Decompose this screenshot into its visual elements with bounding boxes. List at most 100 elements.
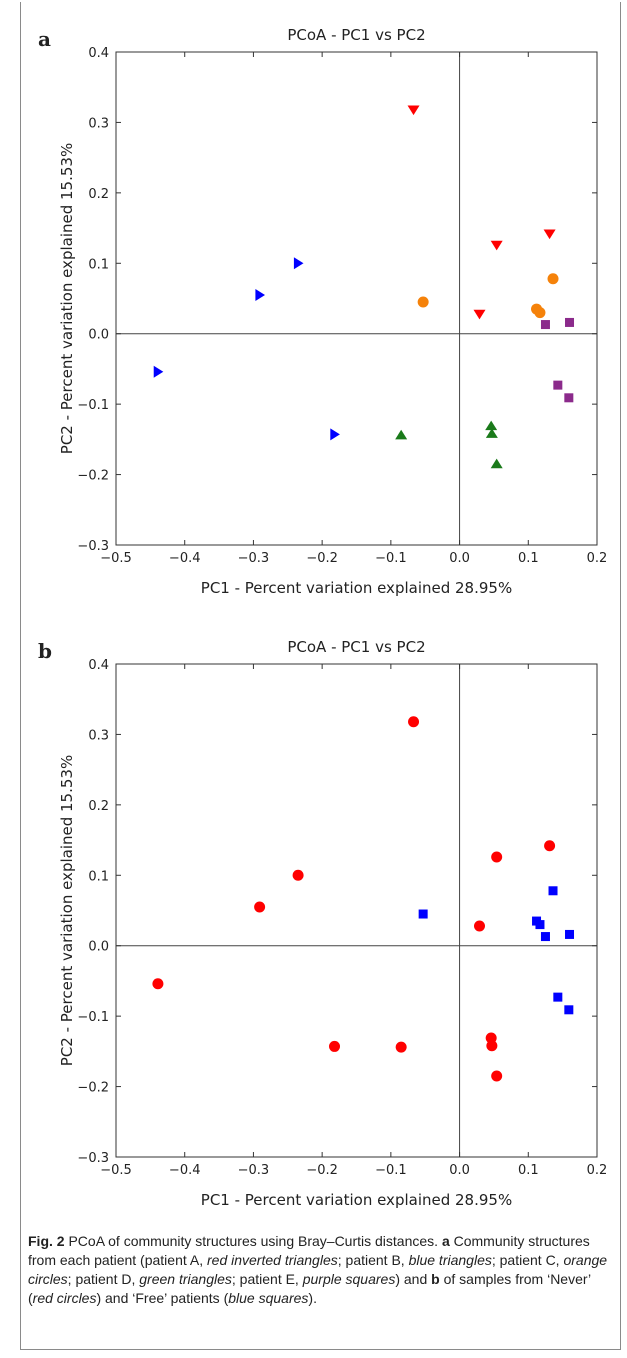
- x-tick-label: −0.2: [306, 551, 338, 566]
- panel-a-letter: a: [38, 27, 51, 51]
- data-point-triangle-up: [485, 420, 498, 431]
- data-point-triangle-down: [473, 309, 486, 320]
- data-point-circle: [473, 920, 485, 932]
- x-tick-label: −0.3: [238, 551, 270, 566]
- panel-a-marks: [153, 105, 575, 469]
- y-tick-label: −0.1: [77, 398, 109, 413]
- caption-a-orange: orange circles: [28, 1252, 608, 1287]
- caption-b-red: red circles: [32, 1290, 97, 1306]
- y-tick-label: 0.3: [88, 728, 109, 743]
- caption-b-label: b: [431, 1271, 440, 1287]
- y-tick-label: 0.0: [88, 328, 109, 343]
- y-tick-label: 0.4: [88, 658, 109, 673]
- y-tick-label: 0.2: [88, 187, 109, 202]
- data-point-circle: [152, 978, 164, 990]
- data-point-circle: [329, 1040, 341, 1052]
- caption-a-text-4: ; patient D,: [67, 1271, 136, 1287]
- y-tick-label: −0.3: [77, 539, 109, 554]
- figure-caption: Fig. 2 PCoA of community structures usin…: [28, 1232, 616, 1308]
- x-tick-label: 0.1: [518, 1163, 539, 1178]
- data-point-circle: [486, 1040, 498, 1052]
- data-point-circle: [544, 840, 556, 852]
- data-point-square: [418, 909, 428, 919]
- y-tick-label: 0.4: [88, 46, 109, 61]
- panel-a-ticks: −0.5 −0.4 −0.3 −0.2 −0.1 0.0 0.1 0.2 −0.3 −0.2 −0.…: [77, 46, 607, 566]
- x-tick-label: −0.1: [375, 551, 407, 566]
- panel-b-letter: b: [38, 639, 52, 663]
- caption-line1: PCoA of community structures using Bray–…: [68, 1233, 439, 1249]
- x-tick-label: 0.2: [587, 1163, 608, 1178]
- data-point-triangle-right: [293, 257, 304, 270]
- data-point-circle: [417, 296, 429, 308]
- y-tick-label: −0.2: [77, 1081, 109, 1096]
- data-point-circle: [547, 273, 559, 285]
- x-tick-label: −0.4: [169, 1163, 201, 1178]
- x-tick-label: −0.5: [100, 551, 132, 566]
- data-point-triangle-right: [330, 428, 340, 441]
- panel-a-y-axis-label: PC2 - Percent variation explained 15.53%: [58, 143, 76, 454]
- x-tick-label: −0.5: [100, 1163, 132, 1178]
- panel-a-x-axis-label: PC1 - Percent variation explained 28.95%: [201, 579, 512, 597]
- panel-b-marks: [152, 716, 575, 1082]
- x-tick-label: 0.0: [449, 551, 470, 566]
- y-tick-label: 0.0: [88, 940, 109, 955]
- x-tick-label: 0.0: [449, 1163, 470, 1178]
- caption-a-red: red inverted triangles: [207, 1252, 338, 1268]
- caption-b-text-1: of samples from ‘Never’ (: [28, 1271, 591, 1306]
- figure-frame: [20, 2, 621, 1350]
- panel-b-ticks: −0.5 −0.4 −0.3 −0.2 −0.1 0.0 0.1 0.2 −0.3 −0.2 −0.…: [77, 658, 607, 1178]
- caption-a-blue: blue triangles: [408, 1252, 492, 1268]
- panel-a-plot-area: [115, 51, 598, 546]
- data-point-circle: [292, 869, 304, 881]
- data-point-triangle-up: [490, 458, 503, 469]
- data-point-circle: [408, 716, 420, 728]
- data-point-triangle-right: [255, 288, 266, 301]
- x-tick-label: −0.2: [306, 1163, 338, 1178]
- data-point-square: [564, 393, 574, 403]
- data-point-triangle-up: [395, 429, 408, 440]
- caption-a-text-6: ) and: [395, 1271, 428, 1287]
- panel-b-x-axis-label: PC1 - Percent variation explained 28.95%: [201, 1191, 512, 1209]
- data-point-triangle-up: [485, 428, 498, 438]
- x-tick-label: −0.1: [375, 1163, 407, 1178]
- data-point-circle: [534, 307, 546, 319]
- data-point-square: [548, 886, 558, 896]
- data-point-square: [565, 317, 575, 327]
- data-point-square: [540, 320, 550, 330]
- caption-a-text-2: ; patient B,: [337, 1252, 405, 1268]
- data-point-square: [553, 992, 563, 1002]
- y-tick-label: 0.1: [88, 257, 109, 272]
- data-point-triangle-right: [153, 365, 164, 378]
- y-tick-label: −0.2: [77, 469, 109, 484]
- y-tick-label: 0.3: [88, 116, 109, 131]
- panel-a-title: PCoA - PC1 vs PC2: [287, 26, 425, 44]
- caption-a-label: a: [441, 1233, 450, 1249]
- y-tick-label: −0.1: [77, 1010, 109, 1025]
- x-tick-label: −0.4: [169, 551, 201, 566]
- y-tick-label: 0.2: [88, 799, 109, 814]
- data-point-triangle-down: [490, 240, 503, 251]
- caption-a-text-1: Community structures from each patient (…: [28, 1233, 590, 1268]
- caption-a-text-5: ; patient E,: [231, 1271, 299, 1287]
- data-point-circle: [254, 901, 266, 913]
- data-point-square: [540, 932, 550, 942]
- data-point-circle: [395, 1041, 407, 1053]
- caption-b-text-2: ) and ‘Free’ patients (: [96, 1290, 229, 1306]
- data-point-circle: [491, 1070, 503, 1082]
- caption-b-blue: blue squares: [228, 1290, 309, 1306]
- data-point-square: [565, 929, 575, 939]
- caption-fig-label: Fig. 2: [28, 1233, 65, 1249]
- x-tick-label: 0.2: [587, 551, 608, 566]
- panel-b-plot-area: [115, 663, 598, 1158]
- data-point-circle: [491, 851, 503, 863]
- caption-a-green: green triangles: [139, 1271, 232, 1287]
- panel-b-chart: b PCoA - PC1 vs PC2 −0.5 −0.4 −0.3 −0.2 −0.1…: [38, 638, 607, 1209]
- x-tick-label: −0.3: [238, 1163, 270, 1178]
- panel-b-y-axis-label: PC2 - Percent variation explained 15.53%: [58, 755, 76, 1066]
- data-point-square: [564, 1005, 574, 1015]
- panel-a-chart: a PCoA - PC1 vs PC2 −0.5 −0.4 −0.3 −0.2 −0.1…: [38, 26, 607, 597]
- caption-a-purple: purple squares: [302, 1271, 396, 1287]
- panel-b-title: PCoA - PC1 vs PC2: [287, 638, 425, 656]
- y-tick-label: −0.3: [77, 1151, 109, 1166]
